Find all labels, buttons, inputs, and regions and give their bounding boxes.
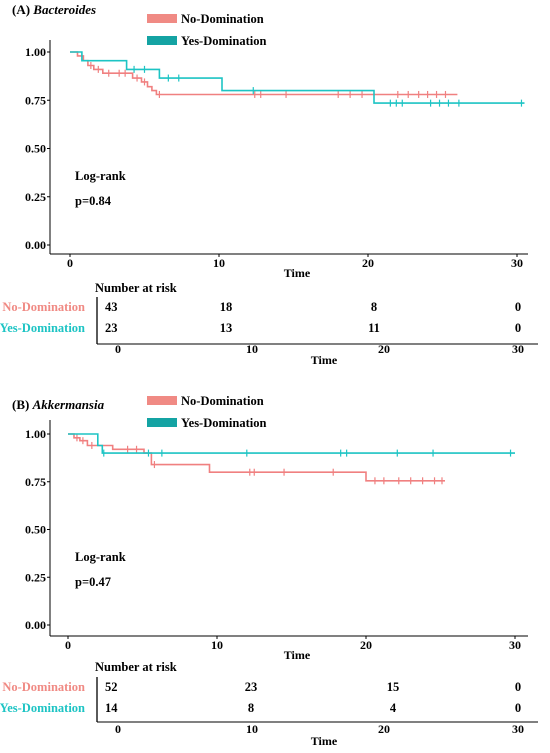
survival-curve-yes-domination	[68, 433, 515, 454]
risk-count: 0	[515, 321, 521, 335]
risk-count: 18	[220, 300, 233, 314]
y-tick-label: 1.00	[25, 427, 46, 441]
risk-row-label: Yes-Domination	[0, 321, 85, 335]
x-axis-title: Time	[284, 648, 311, 662]
legend-label: No-Domination	[181, 394, 264, 408]
legend-swatch	[147, 36, 177, 45]
y-tick-label: 0.25	[25, 570, 46, 584]
panel-label-prefix: (A)	[12, 2, 33, 17]
x-tick-label: 0	[67, 256, 73, 270]
panel-title: Akkermansia	[32, 397, 105, 412]
y-tick-label: 1.00	[25, 45, 46, 59]
risk-time-tick: 10	[246, 342, 258, 356]
risk-count: 8	[371, 300, 377, 314]
risk-table-title: Number at risk	[95, 281, 177, 295]
survival-curve-no-domination	[68, 433, 445, 482]
panel-label-prefix: (B)	[12, 397, 33, 412]
p-value-label: p=0.47	[75, 575, 111, 589]
legend-swatch	[147, 14, 177, 23]
y-tick-label: 0.00	[25, 238, 46, 252]
y-tick-label: 0.25	[25, 190, 46, 204]
x-tick-label: 10	[213, 256, 225, 270]
x-axis-title: Time	[284, 266, 311, 280]
risk-time-tick: 20	[378, 722, 390, 736]
x-tick-label: 10	[211, 638, 223, 652]
survival-curve-yes-domination	[70, 51, 525, 104]
risk-count: 0	[515, 701, 521, 715]
panel-label: (A) Bacteroides	[12, 2, 96, 17]
risk-time-tick: 30	[512, 342, 524, 356]
risk-time-tick: 0	[115, 722, 121, 736]
risk-time-tick: 20	[378, 342, 390, 356]
risk-time-tick: 0	[115, 342, 121, 356]
panel-label: (B) Akkermansia	[12, 397, 105, 412]
legend-swatch	[147, 396, 177, 405]
y-tick-label: 0.00	[25, 618, 46, 632]
survival-curve-no-domination	[70, 51, 458, 96]
p-value-label: p=0.84	[75, 194, 112, 208]
risk-count: 13	[220, 321, 233, 335]
risk-time-tick: 10	[246, 722, 258, 736]
risk-count: 15	[387, 680, 400, 694]
legend-swatch	[147, 418, 177, 427]
risk-count: 23	[245, 680, 258, 694]
risk-row-label: No-Domination	[2, 680, 85, 694]
logrank-label: Log-rank	[75, 169, 126, 183]
risk-table-title: Number at risk	[95, 660, 177, 674]
y-tick-label: 0.75	[25, 93, 46, 107]
risk-count: 4	[390, 701, 397, 715]
logrank-label: Log-rank	[75, 550, 126, 564]
risk-count: 43	[105, 300, 118, 314]
risk-count: 23	[105, 321, 118, 335]
risk-row-label: Yes-Domination	[0, 701, 85, 715]
risk-row-label: No-Domination	[2, 300, 85, 314]
x-tick-label: 30	[511, 256, 523, 270]
risk-count: 0	[515, 680, 521, 694]
x-tick-label: 20	[360, 638, 372, 652]
risk-time-title: Time	[311, 353, 338, 367]
legend-label: Yes-Domination	[181, 34, 266, 48]
y-tick-label: 0.50	[25, 523, 46, 537]
risk-count: 14	[105, 701, 118, 715]
x-tick-label: 0	[65, 638, 71, 652]
legend-label: Yes-Domination	[181, 416, 266, 430]
x-tick-label: 30	[509, 638, 521, 652]
km-panel-b: (B) Akkermansia 0.00 0.25 0.50 0.75 1.00 0 10 20…	[0, 394, 538, 748]
risk-count: 52	[105, 680, 118, 694]
legend-label: No-Domination	[181, 12, 264, 26]
x-tick-label: 20	[362, 256, 374, 270]
risk-count: 0	[515, 300, 521, 314]
panel-title: Bacteroides	[32, 2, 96, 17]
km-panel-a: (A) Bacteroides 0.00 0.25 0.50 0.75 1.00 0 10 20…	[0, 2, 538, 367]
y-tick-label: 0.75	[25, 475, 46, 489]
risk-time-tick: 30	[512, 722, 524, 736]
risk-count: 8	[248, 701, 254, 715]
risk-time-title: Time	[311, 734, 338, 748]
risk-count: 11	[368, 321, 380, 335]
y-tick-label: 0.50	[25, 142, 46, 156]
